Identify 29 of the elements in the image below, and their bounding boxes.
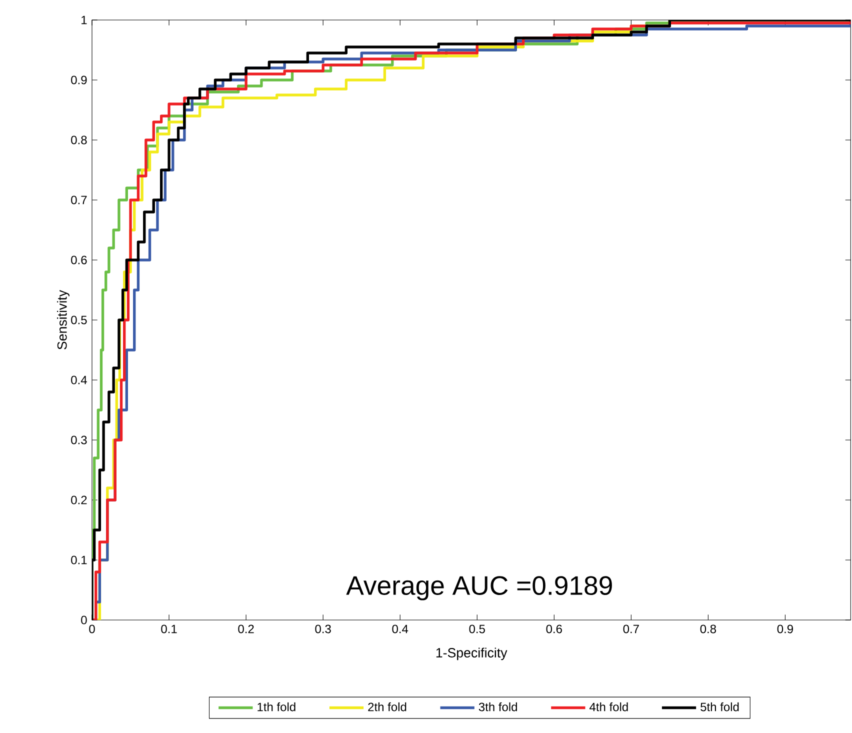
y-tick-label: 0.6	[71, 256, 87, 264]
y-tick-label: 0.4	[71, 376, 87, 384]
annotation: Average AUC =0.9189	[346, 576, 612, 600]
y-tick-label: 0	[81, 616, 87, 624]
x-tick-label: 0.9	[777, 624, 793, 634]
y-tick-label: 0.8	[71, 136, 87, 144]
y-tick-label: 0.7	[71, 196, 87, 204]
x-tick-label: 0.1	[161, 624, 177, 634]
y-tick-label: 0.9	[71, 76, 87, 84]
y-axis-title: Sensitivity	[57, 290, 70, 350]
legend-label: 1th fold	[258, 702, 296, 712]
x-tick-label: 0.4	[392, 624, 408, 634]
y-tick-label: 1	[82, 16, 87, 24]
x-tick-label: 0.7	[623, 624, 639, 634]
x-tick-label: 0.8	[700, 624, 716, 634]
x-tick-label: 0.3	[315, 624, 331, 634]
legend-label: 5th fold	[700, 702, 739, 712]
y-tick-label: 0.1	[71, 556, 87, 564]
x-axis-title: 1-Specificity	[436, 648, 508, 660]
y-tick-label: 0.2	[71, 496, 87, 504]
x-tick-label: 0.2	[238, 624, 254, 634]
x-tick-label: 0.6	[546, 624, 562, 634]
legend-label: 4th fold	[590, 702, 628, 712]
x-tick-label: 0.5	[469, 624, 485, 634]
legend-label: 2th fold	[368, 702, 406, 712]
y-tick-label: 0.5	[71, 316, 87, 324]
x-tick-label: 0	[89, 624, 95, 634]
y-tick-label: 0.3	[71, 436, 87, 444]
legend-label: 3th fold	[478, 702, 517, 712]
